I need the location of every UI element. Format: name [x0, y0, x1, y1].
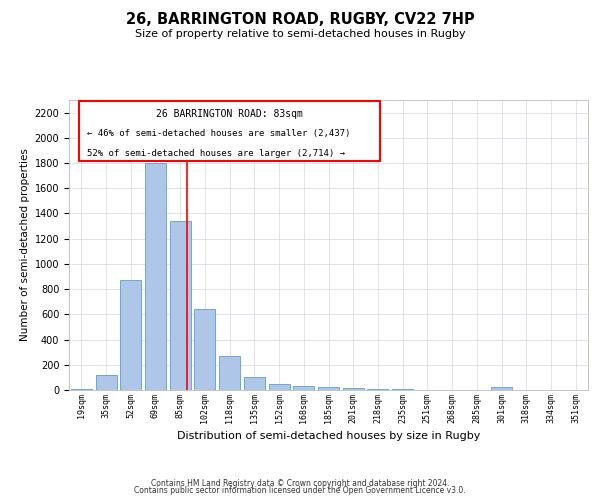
Bar: [269, 384, 290, 390]
Bar: [318, 388, 339, 390]
Text: Contains HM Land Registry data © Crown copyright and database right 2024.: Contains HM Land Registry data © Crown c…: [151, 478, 449, 488]
Bar: [120, 280, 141, 390]
Bar: [71, 388, 92, 390]
Bar: [170, 221, 191, 390]
X-axis label: Distribution of semi-detached houses by size in Rugby: Distribution of semi-detached houses by …: [177, 431, 480, 441]
Bar: [293, 386, 314, 390]
Text: Size of property relative to semi-detached houses in Rugby: Size of property relative to semi-detach…: [134, 29, 466, 39]
Bar: [219, 356, 240, 390]
Bar: [343, 388, 364, 390]
Text: 52% of semi-detached houses are larger (2,714) →: 52% of semi-detached houses are larger (…: [87, 150, 345, 158]
FancyBboxPatch shape: [79, 102, 380, 161]
Text: 26 BARRINGTON ROAD: 83sqm: 26 BARRINGTON ROAD: 83sqm: [157, 108, 304, 118]
Y-axis label: Number of semi-detached properties: Number of semi-detached properties: [20, 148, 31, 342]
Bar: [244, 378, 265, 390]
Bar: [491, 388, 512, 390]
Bar: [194, 310, 215, 390]
Text: Contains public sector information licensed under the Open Government Licence v3: Contains public sector information licen…: [134, 486, 466, 495]
Text: 26, BARRINGTON ROAD, RUGBY, CV22 7HP: 26, BARRINGTON ROAD, RUGBY, CV22 7HP: [125, 12, 475, 28]
Bar: [95, 375, 116, 390]
Bar: [145, 163, 166, 390]
Text: ← 46% of semi-detached houses are smaller (2,437): ← 46% of semi-detached houses are smalle…: [87, 129, 350, 138]
Bar: [367, 388, 388, 390]
